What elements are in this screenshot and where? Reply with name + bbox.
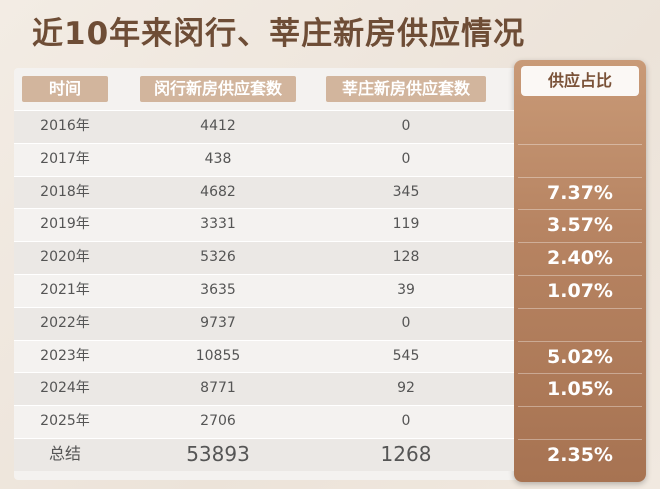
table-cell: 53893 (186, 442, 250, 466)
table-cell: 0 (401, 118, 411, 134)
table-cell: 119 (392, 216, 420, 233)
table-row (14, 208, 514, 242)
table-cell: 5326 (200, 249, 236, 266)
share-separator (518, 373, 642, 375)
table-row (14, 306, 514, 340)
table-row (14, 405, 514, 439)
table-cell: 8771 (200, 380, 236, 397)
table-cell: 345 (392, 183, 420, 200)
table-cell: 0 (401, 413, 411, 430)
table-cell: 总结 (48, 444, 81, 463)
share-separator (518, 406, 642, 408)
table-cell: 2019年 (40, 216, 90, 233)
table-cell: 2706 (200, 413, 236, 430)
table-cell: 2025年 (40, 413, 90, 430)
table-row (14, 142, 514, 176)
table-cell: 2021年 (40, 282, 90, 298)
share-separator (518, 143, 642, 145)
table-cell: 4682 (200, 183, 236, 200)
table-cell: 4412 (200, 118, 236, 134)
table-row (14, 175, 514, 209)
share-separator (518, 176, 642, 178)
table-cell: 438 (204, 150, 232, 167)
table-row (14, 110, 514, 143)
share-cell: 5.02% (547, 345, 613, 368)
share-separator (518, 209, 642, 211)
column-header: 时间 (22, 76, 108, 102)
table-cell: 0 (401, 150, 411, 167)
title: 近10年来闵行、莘庄新房供应情况 (32, 16, 526, 52)
table-cell: 92 (397, 380, 415, 397)
column-header: 供应占比 (521, 66, 639, 96)
table-row (14, 274, 514, 307)
share-cell: 7.37% (547, 181, 613, 204)
column-header: 闵行新房供应套数 (140, 76, 296, 102)
column-header: 莘庄新房供应套数 (326, 76, 486, 102)
table-cell: 1268 (380, 442, 432, 466)
share-cell: 2.35% (547, 444, 613, 466)
table-cell: 2024年 (40, 380, 90, 397)
table-row (14, 241, 514, 275)
table-row (14, 339, 514, 373)
share-separator (518, 439, 642, 440)
table-cell: 545 (392, 347, 420, 364)
share-column (514, 60, 646, 482)
table-cell: 2016年 (40, 118, 90, 134)
table-cell: 10855 (195, 347, 241, 364)
table-cell: 2023年 (40, 347, 90, 364)
table-cell: 39 (397, 282, 415, 298)
share-separator (518, 307, 642, 309)
table-cell: 3635 (200, 282, 236, 298)
share-cell: 2.40% (547, 247, 613, 270)
table-cell: 2022年 (40, 314, 90, 331)
share-cell: 1.07% (547, 280, 613, 302)
table-cell: 9737 (200, 314, 236, 331)
table-cell: 2018年 (40, 183, 90, 200)
table-row (14, 438, 514, 471)
table-cell: 2017年 (40, 150, 90, 167)
table-cell: 3331 (200, 216, 236, 233)
table-cell: 0 (401, 314, 411, 331)
table-cell: 2020年 (40, 249, 90, 266)
share-separator (518, 242, 642, 244)
share-cell: 3.57% (547, 214, 613, 237)
share-cell: 1.05% (547, 378, 613, 401)
table-cell: 128 (392, 249, 420, 266)
share-separator (518, 275, 642, 276)
table-row (14, 372, 514, 406)
share-separator (518, 340, 642, 342)
